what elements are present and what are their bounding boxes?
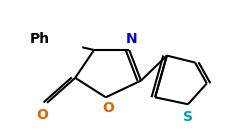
Text: N: N <box>126 32 137 46</box>
Text: O: O <box>102 101 114 115</box>
Text: Ph: Ph <box>30 32 50 46</box>
Text: O: O <box>36 108 48 122</box>
Text: S: S <box>183 110 193 124</box>
